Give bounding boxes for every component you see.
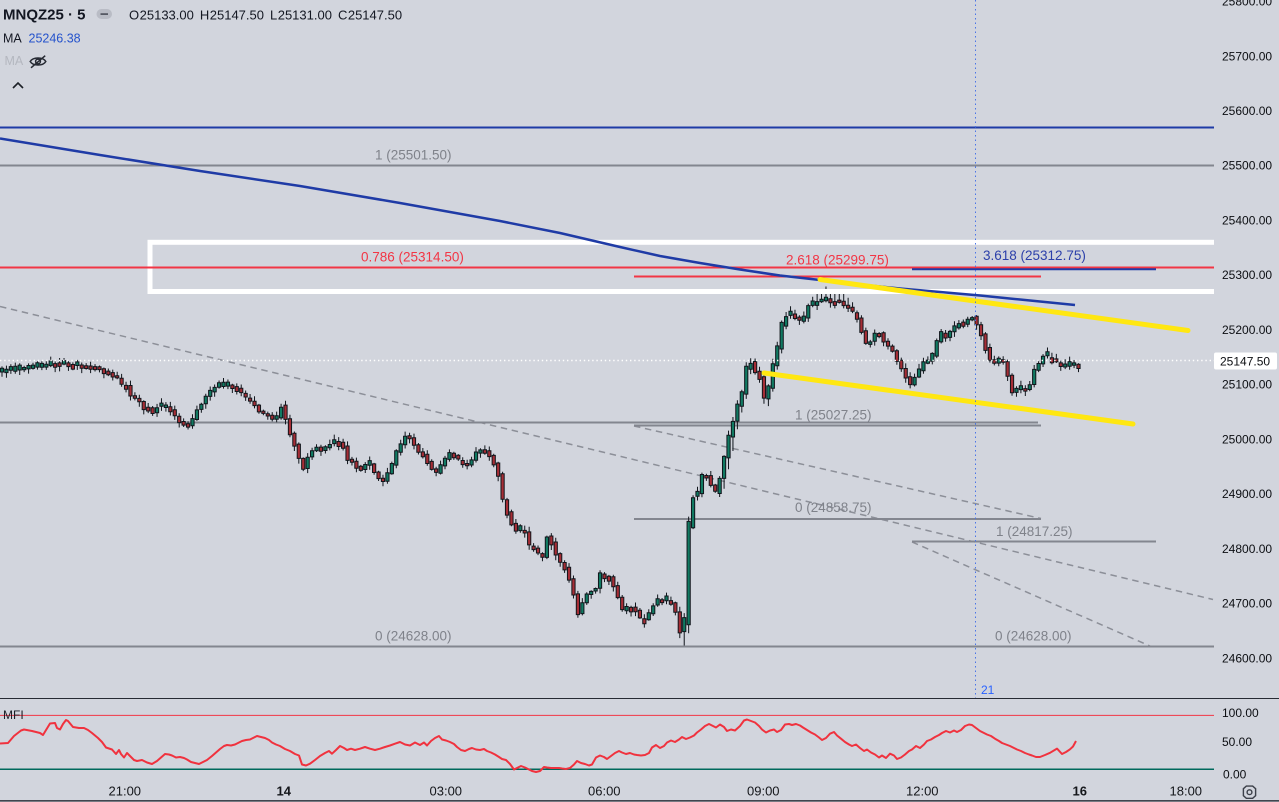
svg-text:25300.00: 25300.00 <box>1222 268 1272 282</box>
svg-text:12:00: 12:00 <box>906 783 939 798</box>
svg-text:50.00: 50.00 <box>1222 735 1252 749</box>
svg-text:25200.00: 25200.00 <box>1222 323 1272 337</box>
svg-text:24700.00: 24700.00 <box>1222 597 1272 611</box>
svg-text:21: 21 <box>981 683 995 697</box>
svg-text:0 (24858.75): 0 (24858.75) <box>795 500 872 515</box>
svg-text:24600.00: 24600.00 <box>1222 651 1272 665</box>
svg-text:25400.00: 25400.00 <box>1222 214 1272 228</box>
svg-text:0 (24628.00): 0 (24628.00) <box>375 629 452 644</box>
svg-text:14: 14 <box>277 783 292 798</box>
svg-text:18:00: 18:00 <box>1170 783 1203 798</box>
svg-text:1 (25027.25): 1 (25027.25) <box>795 408 872 423</box>
svg-text:2.618 (25299.75): 2.618 (25299.75) <box>786 253 889 268</box>
svg-text:25600.00: 25600.00 <box>1222 104 1272 118</box>
svg-text:MA: MA <box>5 54 24 68</box>
svg-text:25700.00: 25700.00 <box>1222 49 1272 63</box>
svg-text:21:00: 21:00 <box>109 783 142 798</box>
svg-text:MFI: MFI <box>3 708 24 722</box>
svg-text:25246.38: 25246.38 <box>29 32 81 46</box>
svg-text:24900.00: 24900.00 <box>1222 487 1272 501</box>
svg-text:MA: MA <box>3 32 22 46</box>
svg-text:0 (24628.00): 0 (24628.00) <box>995 629 1072 644</box>
svg-text:1 (24817.25): 1 (24817.25) <box>996 524 1073 539</box>
svg-text:25500.00: 25500.00 <box>1222 159 1272 173</box>
svg-text:03:00: 03:00 <box>430 783 463 798</box>
svg-text:0.786 (25314.50): 0.786 (25314.50) <box>361 250 464 265</box>
svg-text:1 (25501.50): 1 (25501.50) <box>375 148 452 163</box>
svg-text:06:00: 06:00 <box>588 783 621 798</box>
svg-text:09:00: 09:00 <box>747 783 780 798</box>
svg-text:25147.50: 25147.50 <box>1220 355 1270 369</box>
svg-text:25000.00: 25000.00 <box>1222 432 1272 446</box>
svg-text:24800.00: 24800.00 <box>1222 542 1272 556</box>
svg-text:25100.00: 25100.00 <box>1222 378 1272 392</box>
svg-text:16: 16 <box>1073 783 1087 798</box>
svg-text:0.00: 0.00 <box>1223 768 1247 782</box>
svg-text:3.618 (25312.75): 3.618 (25312.75) <box>983 248 1086 263</box>
svg-text:25800.00: 25800.00 <box>1222 0 1272 9</box>
svg-text:MNQZ25 · 5: MNQZ25 · 5 <box>3 7 86 24</box>
svg-text:100.00: 100.00 <box>1222 706 1259 720</box>
